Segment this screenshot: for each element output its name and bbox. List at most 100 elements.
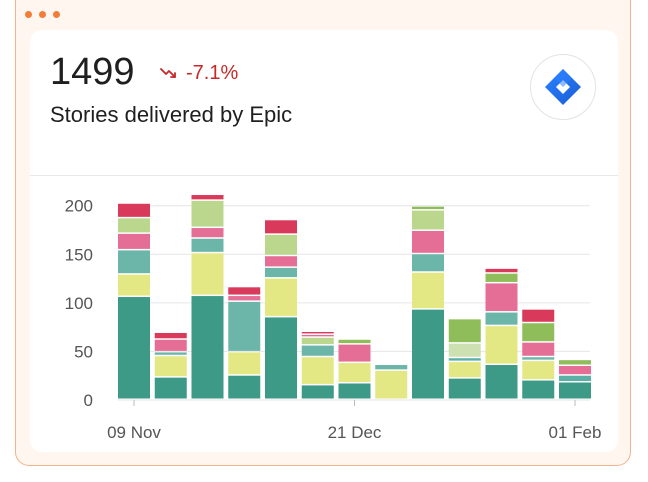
bar-segment[interactable] <box>522 342 555 356</box>
bar-segment[interactable] <box>485 268 518 273</box>
bar-segment[interactable] <box>412 309 444 399</box>
bar-segment[interactable] <box>559 375 591 382</box>
bar-segment[interactable] <box>265 234 297 255</box>
bar-segment[interactable] <box>522 309 555 322</box>
y-tick-label: 200 <box>65 197 93 216</box>
bar-segment[interactable] <box>412 230 444 253</box>
bar-segment[interactable] <box>154 352 187 355</box>
bar-segment[interactable] <box>191 253 224 295</box>
bar-segment[interactable] <box>485 273 518 282</box>
bar-segment[interactable] <box>522 361 555 380</box>
bar-segment[interactable] <box>265 256 297 267</box>
bar-segment[interactable] <box>228 352 261 375</box>
bar-segment[interactable] <box>522 380 555 399</box>
bar-segment[interactable] <box>338 339 371 344</box>
bar-stack[interactable] <box>485 268 518 399</box>
bar-segment[interactable] <box>265 278 297 316</box>
change-percent: -7.1% <box>186 62 239 84</box>
x-tick-label: 21 Dec <box>328 423 382 442</box>
bar-segment[interactable] <box>412 254 444 272</box>
window-dot-2[interactable] <box>39 11 46 18</box>
bar-stack[interactable] <box>301 332 334 399</box>
bar-segment[interactable] <box>118 233 150 249</box>
bar-segment[interactable] <box>154 332 187 339</box>
bar-stack[interactable] <box>228 287 261 399</box>
bar-stack[interactable] <box>375 365 408 399</box>
y-tick-label: 150 <box>65 245 93 264</box>
bar-segment[interactable] <box>448 362 481 378</box>
bar-segment[interactable] <box>301 345 334 356</box>
bar-segment[interactable] <box>265 267 297 278</box>
x-tick-label: 09 Nov <box>107 423 161 442</box>
bar-stack[interactable] <box>154 332 187 399</box>
bar-segment[interactable] <box>118 218 150 233</box>
bar-segment[interactable] <box>338 383 371 399</box>
bar-segment[interactable] <box>412 272 444 309</box>
bar-segment[interactable] <box>191 195 224 200</box>
y-tick-label: 50 <box>74 342 93 361</box>
bar-segment[interactable] <box>412 210 444 230</box>
bar-segment[interactable] <box>485 312 518 325</box>
bar-segment[interactable] <box>485 365 518 399</box>
bar-stack[interactable] <box>412 206 444 399</box>
bar-segment[interactable] <box>191 200 224 227</box>
window-dot-3[interactable] <box>53 11 60 18</box>
bar-segment[interactable] <box>154 377 187 399</box>
bar-segment[interactable] <box>228 301 261 351</box>
bar-segment[interactable] <box>559 366 591 375</box>
bar-stack[interactable] <box>118 203 150 399</box>
bar-segment[interactable] <box>375 370 408 399</box>
bar-segment[interactable] <box>448 343 481 357</box>
bar-segment[interactable] <box>118 203 150 217</box>
trend-down-icon <box>160 67 176 78</box>
bar-segment[interactable] <box>191 238 224 252</box>
bar-segment[interactable] <box>559 382 591 399</box>
bar-segment[interactable] <box>301 357 334 384</box>
bar-segment[interactable] <box>118 274 150 296</box>
bar-segment[interactable] <box>301 385 334 399</box>
bar-segment[interactable] <box>301 332 334 334</box>
bar-segment[interactable] <box>228 287 261 295</box>
bar-segment[interactable] <box>522 357 555 360</box>
bar-segment[interactable] <box>448 319 481 343</box>
bar-segment[interactable] <box>228 375 261 399</box>
bar-segment[interactable] <box>265 317 297 399</box>
bar-segment[interactable] <box>118 250 150 274</box>
bar-segment[interactable] <box>448 378 481 399</box>
trend-indicator: -7.1% <box>160 62 238 85</box>
bar-stack[interactable] <box>559 360 591 399</box>
window-dot-1[interactable] <box>25 11 32 18</box>
metric-card: 1499 -7.1% Stories delivered by Epic <box>30 30 618 452</box>
bar-segment[interactable] <box>485 283 518 312</box>
bar-stack[interactable] <box>448 319 481 399</box>
stacked-bar-chart: 0 50 100 150 200 09 Nov 21 Dec 01 Feb <box>65 195 602 442</box>
bar-segment[interactable] <box>559 360 591 365</box>
y-tick-label: 100 <box>65 294 93 313</box>
x-tick-label: 01 Feb <box>549 423 602 442</box>
card-header: 1499 -7.1% Stories delivered by Epic <box>30 30 618 176</box>
bar-stack[interactable] <box>522 309 555 399</box>
bar-segment[interactable] <box>485 326 518 364</box>
bar-stack[interactable] <box>338 339 371 399</box>
jira-logo-icon <box>545 69 581 105</box>
bar-segment[interactable] <box>375 365 408 370</box>
bar-segment[interactable] <box>522 323 555 342</box>
bar-segment[interactable] <box>301 334 334 337</box>
bar-segment[interactable] <box>191 228 224 238</box>
bar-segment[interactable] <box>118 297 150 399</box>
bar-stack[interactable] <box>191 195 224 399</box>
metric-value: 1499 <box>50 51 135 93</box>
bar-segment[interactable] <box>228 296 261 301</box>
bar-segment[interactable] <box>301 337 334 345</box>
bar-segment[interactable] <box>412 206 444 210</box>
bar-segment[interactable] <box>154 339 187 351</box>
jira-logo[interactable] <box>530 54 596 120</box>
bar-segment[interactable] <box>448 358 481 361</box>
bar-segment[interactable] <box>154 356 187 377</box>
bar-segment[interactable] <box>338 344 371 362</box>
bar-segment[interactable] <box>265 220 297 234</box>
bar-stack[interactable] <box>265 220 297 399</box>
window-controls <box>25 11 60 18</box>
bar-segment[interactable] <box>191 296 224 399</box>
bar-segment[interactable] <box>338 363 371 382</box>
